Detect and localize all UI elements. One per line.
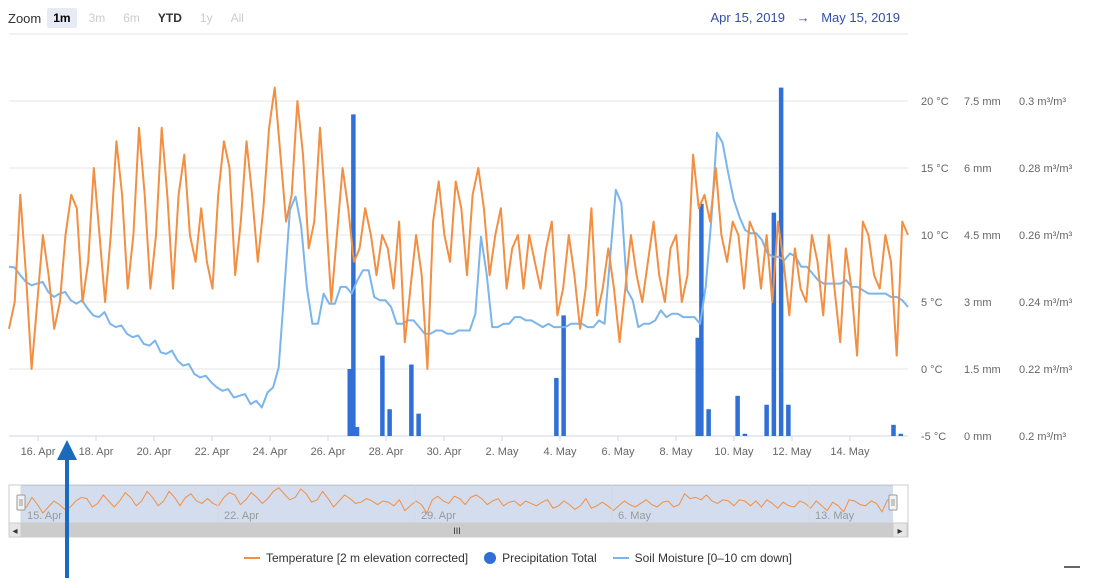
precipitation-bar[interactable] xyxy=(380,355,385,436)
x-tick-label: 20. Apr xyxy=(137,446,172,458)
scrollbar-left-button[interactable] xyxy=(8,522,22,538)
zoom-button-1m[interactable]: 1m xyxy=(47,8,77,28)
precipitation-bar[interactable] xyxy=(416,413,421,436)
soil-moisture-line[interactable] xyxy=(8,131,909,409)
precipitation-bar[interactable] xyxy=(891,424,896,436)
x-tick-label: 30. Apr xyxy=(427,446,462,458)
date-range-to[interactable]: May 15, 2019 xyxy=(821,10,900,25)
zoom-button-3m[interactable]: 3m xyxy=(88,11,106,25)
scrollbar-thumb[interactable] xyxy=(21,523,893,537)
y-tick-label-soil: 0.28 m³/m³ xyxy=(1019,163,1073,175)
legend-precipitation-label: Precipitation Total xyxy=(502,551,597,565)
y-tick-label-soil: 0.3 m³/m³ xyxy=(1019,96,1066,108)
y-tick-label-precipitation: 1.5 mm xyxy=(964,364,1001,376)
x-tick-label: 22. Apr xyxy=(195,446,230,458)
y-tick-label-temperature: 0 °C xyxy=(921,364,943,376)
zoom-button-1y[interactable]: 1y xyxy=(199,11,213,25)
x-tick-label: 24. Apr xyxy=(253,446,288,458)
y-tick-label-temperature: 20 °C xyxy=(921,96,949,108)
legend-temperature-line-icon xyxy=(244,557,260,559)
navigator-handle-left[interactable] xyxy=(16,494,26,511)
annotation-arrow-head-icon xyxy=(57,440,77,460)
precipitation-bar[interactable] xyxy=(742,433,748,436)
legend-soil-label: Soil Moisture [0–10 cm down] xyxy=(634,551,793,565)
zoom-label: Zoom xyxy=(8,10,42,26)
x-tick-label: 16. Apr xyxy=(21,446,56,458)
y-tick-label-precipitation: 0 mm xyxy=(964,431,992,443)
precipitation-bar[interactable] xyxy=(409,364,414,436)
scrollbar-right-button[interactable] xyxy=(892,522,908,538)
legend-item-soil-moisture[interactable]: Soil Moisture [0–10 cm down] xyxy=(612,551,793,565)
precipitation-bar[interactable] xyxy=(898,433,904,436)
y-tick-label-temperature: 5 °C xyxy=(921,297,943,309)
y-tick-label-precipitation: 4.5 mm xyxy=(964,230,1001,242)
precipitation-bar[interactable] xyxy=(351,114,356,437)
x-tick-label: 10. May xyxy=(714,446,754,458)
y-tick-label-temperature: 10 °C xyxy=(921,230,949,242)
navigator-handle-right[interactable] xyxy=(888,494,898,511)
x-tick-label: 6. May xyxy=(601,446,635,458)
scrollbar-left-arrow-icon: ◂ xyxy=(12,526,17,537)
navigator-tick-label: 6. May xyxy=(618,510,652,522)
y-tick-label-soil: 0.26 m³/m³ xyxy=(1019,230,1073,242)
x-tick-label: 28. Apr xyxy=(369,446,404,458)
precipitation-bar[interactable] xyxy=(561,315,566,436)
precipitation-bar[interactable] xyxy=(347,369,353,436)
x-tick-label: 18. Apr xyxy=(79,446,114,458)
x-tick-label: 8. May xyxy=(659,446,693,458)
date-range-from[interactable]: Apr 15, 2019 xyxy=(710,10,785,25)
legend-precipitation-dot-icon xyxy=(484,552,497,564)
precipitation-bar[interactable] xyxy=(387,409,392,436)
navigator-tick-label: 15. Apr xyxy=(27,510,62,522)
legend-item-precipitation[interactable]: Precipitation Total xyxy=(484,551,597,565)
navigator-series-line xyxy=(20,487,894,515)
precipitation-bar[interactable] xyxy=(786,404,791,436)
x-tick-label: 14. May xyxy=(830,446,870,458)
legend-soil-line-icon xyxy=(612,557,629,559)
x-tick-label: 12. May xyxy=(772,446,812,458)
navigator-selection[interactable] xyxy=(21,485,893,523)
precipitation-bar[interactable] xyxy=(706,409,711,436)
navigator-tick-label: 29. Apr xyxy=(421,510,456,522)
navigator-tick-label: 22. Apr xyxy=(224,510,259,522)
x-tick-label: 2. May xyxy=(485,446,519,458)
zoom-button-all[interactable]: All xyxy=(230,11,244,25)
zoom-button-6m[interactable]: 6m xyxy=(123,11,140,25)
precipitation-bar[interactable] xyxy=(778,87,784,436)
precipitation-bar[interactable] xyxy=(554,377,559,436)
y-tick-label-precipitation: 7.5 mm xyxy=(964,96,1001,108)
legend: Temperature [2 m elevation corrected] Pr… xyxy=(244,551,808,565)
y-tick-label-soil: 0.24 m³/m³ xyxy=(1019,297,1073,309)
precipitation-bar[interactable] xyxy=(354,427,360,436)
scrollbar-grip-icon: III xyxy=(453,526,461,536)
y-tick-label-temperature: 15 °C xyxy=(921,163,949,175)
zoom-button-ytd[interactable]: YTD xyxy=(157,11,182,25)
zoom-toolbar: Zoom 1m 3m 6m YTD 1y All xyxy=(8,7,256,29)
date-range-arrow: → xyxy=(796,10,810,25)
y-tick-label-precipitation: 3 mm xyxy=(964,297,992,309)
x-tick-label: 26. Apr xyxy=(311,446,346,458)
navigator-tick-label: 13. May xyxy=(815,510,855,522)
temperature-line[interactable] xyxy=(8,86,909,370)
precipitation-bar[interactable] xyxy=(764,404,769,436)
precipitation-bar[interactable] xyxy=(771,212,777,436)
date-range-display: Apr 15, 2019 → May 15, 2019 xyxy=(707,10,904,25)
legend-temperature-label: Temperature [2 m elevation corrected] xyxy=(266,551,469,565)
y-tick-label-soil: 0.2 m³/m³ xyxy=(1019,431,1066,443)
legend-item-temperature[interactable]: Temperature [2 m elevation corrected] xyxy=(244,551,468,565)
scrollbar-right-arrow-icon: ▸ xyxy=(897,526,902,537)
precipitation-bar[interactable] xyxy=(695,337,701,436)
x-tick-label: 4. May xyxy=(543,446,577,458)
precipitation-bar[interactable] xyxy=(735,395,740,436)
y-tick-label-soil: 0.22 m³/m³ xyxy=(1019,364,1073,376)
y-tick-label-temperature: -5 °C xyxy=(921,431,946,443)
y-tick-label-precipitation: 6 mm xyxy=(964,163,992,175)
